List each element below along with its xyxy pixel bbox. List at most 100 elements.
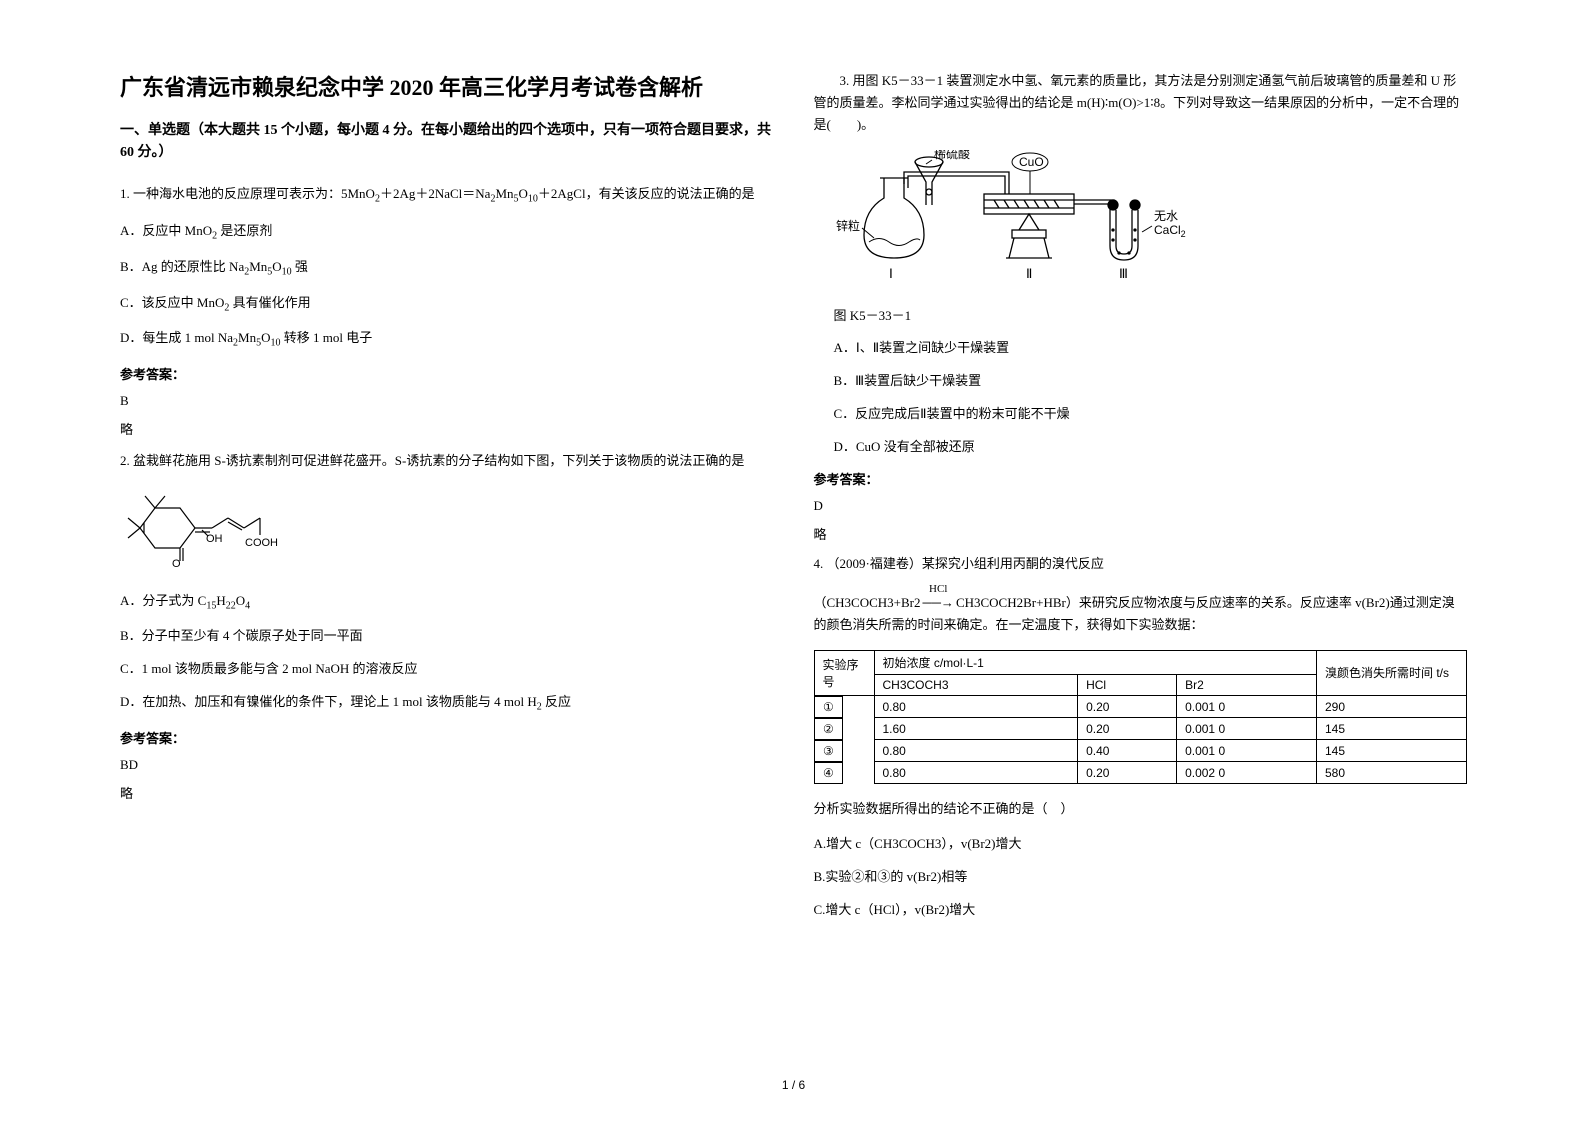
sub-15: 15	[206, 600, 216, 611]
q1-optC-a: C．该反应中 MnO	[120, 295, 224, 310]
cell-a: 1.60	[874, 718, 1078, 740]
right-column: 3. 用图 K5－33－1 装置测定水中氢、氧元素的质量比，其方法是分别测定通氢…	[794, 70, 1488, 1082]
q1-stem-e: ＋2AgCl，有关该反应的说法正确的是	[538, 186, 755, 201]
cell-b: 0.20	[1078, 695, 1177, 718]
q2-optA-a: A．分子式为 C	[120, 593, 206, 608]
table-header-row: 实验序号 初始浓度 c/mol·L-1 溴颜色消失所需时间 t/s	[814, 650, 1467, 674]
formula-cooh-label: COOH	[245, 537, 278, 549]
sub-10: 10	[270, 338, 280, 349]
q2-optA-c: O	[236, 593, 245, 608]
page-number: 1 / 6	[782, 1078, 805, 1092]
q1-optB-a: B．Ag 的还原性比 Na	[120, 259, 244, 274]
q3-option-b: B．Ⅲ装置后缺少干燥装置	[834, 371, 1468, 392]
section-header: 一、单选题（本大题共 15 个小题，每小题 4 分。在每小题给出的四个选项中，只…	[120, 120, 774, 165]
cell-n: ②	[814, 718, 843, 740]
cell-n: ④	[814, 762, 843, 784]
label-h2so4: 稀硫酸	[934, 150, 970, 161]
q2-option-b: B．分子中至少有 4 个碳原子处于同一平面	[120, 626, 774, 647]
cell-t: 145	[1317, 718, 1467, 740]
q3-note: 略	[814, 524, 1468, 543]
formula-oh-label: OH	[206, 533, 223, 545]
q1-optA-b: 是还原剂	[217, 223, 272, 238]
q2-option-d: D．在加热、加压和有镍催化的条件下，理论上 1 mol 该物质能与 4 mol …	[120, 692, 774, 716]
q3-apparatus-diagram: 稀硫酸 锌粒 CuO 无水 CaCl2 Ⅰ Ⅱ Ⅲ	[834, 150, 1468, 295]
q1-option-a: A．反应中 MnO2 是还原剂	[120, 221, 774, 245]
label-III: Ⅲ	[1119, 266, 1128, 281]
th-exp: 实验序号	[814, 650, 874, 695]
cell-n: ①	[814, 696, 843, 718]
cell-t: 145	[1317, 740, 1467, 762]
sub-4: 4	[245, 600, 250, 611]
cell-a: 0.80	[874, 695, 1078, 718]
table-row: ④ 0.80 0.20 0.002 0 580	[814, 762, 1467, 784]
q1-stem-c: Mn	[495, 186, 513, 201]
q1-option-b: B．Ag 的还原性比 Na2Mn5O10 强	[120, 257, 774, 281]
label-cacl2-a: 无水	[1154, 209, 1178, 223]
q1-stem-d: O	[519, 186, 528, 201]
table-row: ① 0.80 0.20 0.001 0 290	[814, 695, 1467, 718]
q4-equation: （CH3COCH3+Br2HCl──→CH3COCH2Br+HBr）来研究反应物…	[814, 592, 1468, 636]
q1-optB-d: 强	[292, 259, 308, 274]
cell-t: 580	[1317, 762, 1467, 784]
q2-optD-a: D．在加热、加压和有镍催化的条件下，理论上 1 mol 该物质能与 4 mol …	[120, 694, 537, 709]
formula-o-label: O	[172, 558, 181, 568]
q2-option-a: A．分子式为 C15H22O4	[120, 591, 774, 615]
cell-b: 0.40	[1078, 740, 1177, 762]
q1-note: 略	[120, 419, 774, 438]
cell-n: ③	[814, 740, 843, 762]
cell-c: 0.001 0	[1177, 718, 1317, 740]
q2-optA-b: H	[216, 593, 225, 608]
cell-a: 0.80	[874, 740, 1078, 762]
q3-answer-label: 参考答案：	[814, 469, 1468, 488]
q1-optB-b: Mn	[249, 259, 267, 274]
q2-stem: 2. 盆栽鲜花施用 S-诱抗素制剂可促进鲜花盛开。S-诱抗素的分子结构如下图，下…	[120, 448, 774, 474]
q3-answer: D	[814, 498, 1468, 514]
cell-b: 0.20	[1078, 718, 1177, 740]
q1-optB-c: O	[272, 259, 281, 274]
q1-optD-b: Mn	[238, 330, 256, 345]
label-cacl2-b: CaCl2	[1154, 223, 1186, 239]
q3-caption: 图 K5－33－1	[834, 305, 1468, 324]
left-column: 广东省清远市赖泉纪念中学 2020 年高三化学月考试卷含解析 一、单选题（本大题…	[100, 70, 794, 1082]
q2-option-c: C．1 mol 该物质最多能与含 2 mol NaOH 的溶液反应	[120, 659, 774, 680]
q2-note: 略	[120, 783, 774, 802]
cell-c: 0.001 0	[1177, 695, 1317, 718]
page-title: 广东省清远市赖泉纪念中学 2020 年高三化学月考试卷含解析	[120, 70, 774, 102]
th-sub1: CH3COCH3	[874, 674, 1078, 695]
label-zn: 锌粒	[836, 218, 860, 233]
q4-data-table: 实验序号 初始浓度 c/mol·L-1 溴颜色消失所需时间 t/s CH3COC…	[814, 650, 1468, 785]
q3-option-d: D．CuO 没有全部被还原	[834, 437, 1468, 458]
sub-22: 22	[226, 600, 236, 611]
q1-stem: 1. 一种海水电池的反应原理可表示为：5MnO2＋2Ag＋2NaCl＝Na2Mn…	[120, 183, 774, 208]
q1-option-c: C．该反应中 MnO2 具有催化作用	[120, 293, 774, 317]
sub-10: 10	[282, 267, 292, 278]
q1-optD-d: 转移 1 mol 电子	[280, 330, 372, 345]
table-row: ② 1.60 0.20 0.001 0 145	[814, 718, 1467, 740]
q4-eq-a: （CH3COCH3+Br2	[814, 595, 921, 610]
cell-b: 0.20	[1078, 762, 1177, 784]
q1-stem-b: ＋2Ag＋2NaCl＝Na	[380, 186, 491, 201]
q1-optD-a: D．每生成 1 mol Na	[120, 330, 233, 345]
q1-stem-a: 1. 一种海水电池的反应原理可表示为：5MnO	[120, 186, 375, 201]
label-I: Ⅰ	[889, 266, 893, 281]
q3-option-a: A．Ⅰ、Ⅱ装置之间缺少干燥装置	[834, 338, 1468, 359]
q2-structure-diagram: OH COOH O	[120, 488, 774, 573]
q1-optA-a: A．反应中 MnO	[120, 223, 212, 238]
th-time: 溴颜色消失所需时间 t/s	[1317, 650, 1467, 695]
th-sub2: HCl	[1078, 674, 1177, 695]
q4-eq-top: HCl	[929, 580, 947, 599]
q4-option-a: A.增大 c（CH3COCH3），v(Br2)增大	[814, 834, 1468, 855]
th-sub3: Br2	[1177, 674, 1317, 695]
q4-stem: 4. （2009·福建卷）某探究小组利用丙酮的溴代反应	[814, 553, 1468, 575]
table-row: ③ 0.80 0.40 0.001 0 145	[814, 740, 1467, 762]
q1-answer: B	[120, 393, 774, 409]
q2-answer: BD	[120, 757, 774, 773]
label-cuo: CuO	[1019, 155, 1044, 169]
cell-t: 290	[1317, 695, 1467, 718]
th-conc: 初始浓度 c/mol·L-1	[874, 650, 1317, 674]
q4-arrow: HCl──→	[921, 592, 956, 614]
cell-c: 0.002 0	[1177, 762, 1317, 784]
cell-c: 0.001 0	[1177, 740, 1317, 762]
q1-optC-b: 具有催化作用	[229, 295, 310, 310]
q3-stem: 3. 用图 K5－33－1 装置测定水中氢、氧元素的质量比，其方法是分别测定通氢…	[814, 70, 1468, 136]
